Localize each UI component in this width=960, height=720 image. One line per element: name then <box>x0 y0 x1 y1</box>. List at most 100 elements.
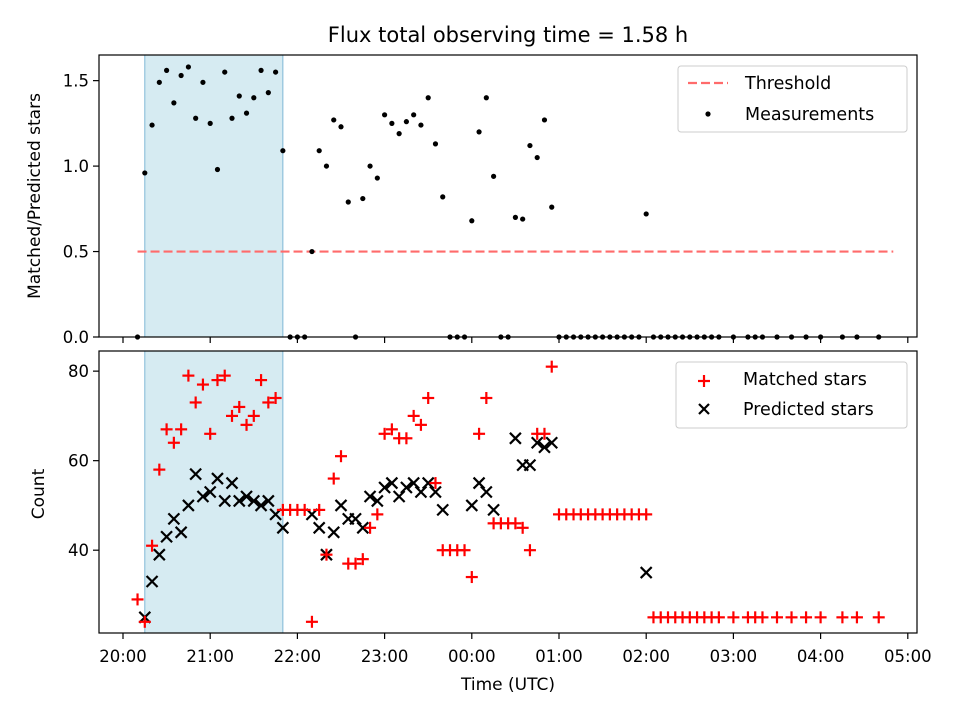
predicted-point <box>211 472 224 485</box>
measurement-point <box>360 195 366 202</box>
top-y-tick-label: 1.0 <box>63 157 89 176</box>
measurement-point <box>374 175 380 181</box>
predicted-point <box>225 476 239 490</box>
predicted-point <box>247 494 261 508</box>
measurement-point <box>418 122 424 128</box>
matched-point <box>538 427 551 440</box>
matched-point <box>473 427 486 440</box>
matched-point <box>247 409 260 422</box>
legend-matched-label: Matched stars <box>743 370 867 390</box>
predicted-point <box>465 499 479 512</box>
matched-point <box>480 392 493 404</box>
legend-predicted-swatch <box>698 403 710 415</box>
bottom-y-tick-label: 40 <box>68 541 89 560</box>
measurement-point <box>178 72 184 79</box>
matched-point <box>233 400 246 413</box>
matched-point <box>218 369 231 382</box>
matched-point <box>349 557 362 570</box>
measurement-point <box>243 110 250 116</box>
predicted-point <box>639 566 653 579</box>
measurement-point <box>185 64 191 70</box>
top-y-tick-label: 0.0 <box>63 328 89 347</box>
predicted-point <box>356 521 370 535</box>
matched-point <box>204 427 217 440</box>
matched-point <box>850 611 863 624</box>
predicted-point <box>182 499 195 512</box>
matched-point <box>327 472 340 485</box>
measurement-point <box>389 120 395 126</box>
matched-point <box>429 477 442 490</box>
predicted-point <box>276 521 290 535</box>
predicted-point <box>523 458 537 472</box>
measurement-point <box>541 117 548 123</box>
measurement-point <box>316 148 322 154</box>
matched-point <box>814 611 827 624</box>
matched-point <box>167 436 180 449</box>
predicted-point <box>349 512 362 526</box>
predicted-point <box>472 476 486 490</box>
x-tick-label: 01:00 <box>535 647 583 666</box>
predicted-point <box>153 548 166 561</box>
measurement-point <box>258 67 264 73</box>
measurement-point <box>171 100 177 106</box>
matched-point <box>756 611 769 624</box>
measurement-point <box>469 218 475 224</box>
matched-point <box>298 503 311 516</box>
predicted-point <box>385 476 399 490</box>
bottom-y-axis-label: Count <box>29 468 49 519</box>
measurement-point <box>527 142 533 149</box>
matched-point <box>320 548 333 561</box>
measurement-point <box>331 117 337 123</box>
measurement-point <box>323 163 330 169</box>
matched-point <box>509 517 522 530</box>
top-y-axis-label: Matched/Predicted stars <box>25 93 45 299</box>
measurement-point <box>156 79 162 85</box>
bottom-shaded-region <box>144 350 284 634</box>
matched-point <box>407 409 420 422</box>
matched-point <box>313 503 326 516</box>
legend-predicted-label: Predicted stars <box>743 400 874 420</box>
measurement-point <box>440 194 446 200</box>
measurement-point <box>229 115 235 121</box>
measurement-point <box>251 95 257 101</box>
predicted-point <box>538 440 551 454</box>
predicted-point <box>480 485 493 499</box>
predicted-point <box>509 432 522 445</box>
matched-point <box>269 392 282 404</box>
matched-point <box>364 521 377 534</box>
top-shaded-region <box>144 54 284 338</box>
top-panel: 0.0 0.5 1.0 1.5 Matched/Predicted stars Thr… <box>25 54 918 347</box>
measurement-point <box>309 248 315 255</box>
measurement-point <box>403 119 409 125</box>
legend-measurements-label: Measurements <box>745 105 874 125</box>
measurement-point <box>382 112 388 118</box>
legend-matched-swatch <box>698 375 710 387</box>
top-x-ticks <box>122 337 909 343</box>
predicted-point <box>160 530 173 544</box>
legend-measurements-swatch <box>705 111 711 117</box>
predicted-point <box>254 499 268 512</box>
predicted-point <box>262 494 275 508</box>
matched-point <box>378 427 391 440</box>
x-tick-label: 02:00 <box>622 647 670 666</box>
predicted-point <box>203 485 217 499</box>
matched-point <box>640 508 653 521</box>
measurement-point <box>483 95 489 101</box>
matched-point <box>196 378 209 391</box>
predicted-point <box>392 490 406 503</box>
x-tick-label: 03:00 <box>710 647 758 666</box>
matched-point <box>414 418 427 431</box>
matched-point <box>523 544 536 557</box>
predicted-point <box>334 499 348 512</box>
x-tick-label: 23:00 <box>361 647 409 666</box>
matched-point <box>131 593 144 606</box>
measurement-point <box>273 69 279 75</box>
measurement-point <box>193 115 199 121</box>
matched-point <box>545 360 558 373</box>
matched-point <box>356 553 369 566</box>
chart-title: Flux total observing time = 1.58 h <box>328 23 688 47</box>
matched-point <box>335 450 347 463</box>
matched-point <box>189 396 202 409</box>
matched-point <box>138 615 151 628</box>
matched-point <box>211 374 224 387</box>
